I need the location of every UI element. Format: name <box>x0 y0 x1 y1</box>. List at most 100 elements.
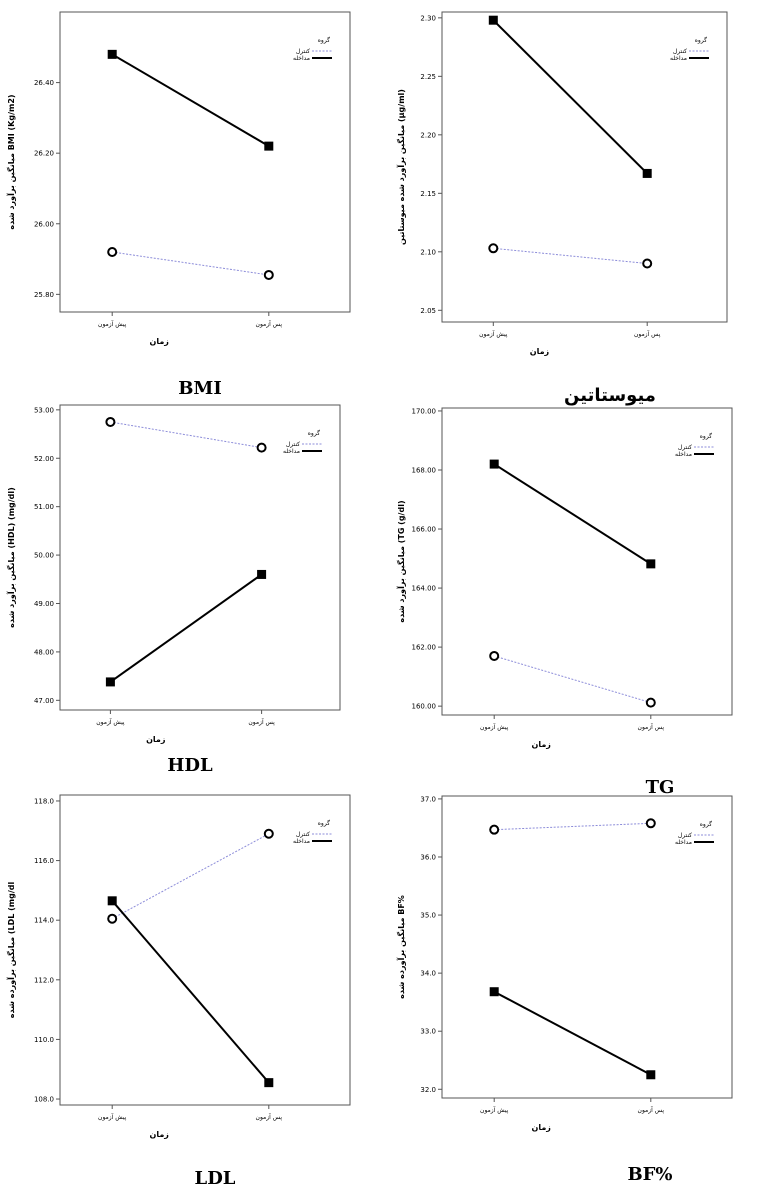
legend-label: مداخله <box>670 55 687 62</box>
y-tick-label: 32.0 <box>420 1086 436 1094</box>
data-point-intervention <box>107 896 117 906</box>
data-point-intervention <box>488 15 498 25</box>
data-point-control <box>645 697 656 708</box>
legend-label: کنترل <box>296 48 310 55</box>
chart-caption: BMI <box>178 378 222 399</box>
legend-label: مداخله <box>675 839 692 846</box>
plot-frame <box>441 407 733 716</box>
legend-label: مداخله <box>293 55 310 62</box>
legend-label: کنترل <box>296 831 310 838</box>
legend-title: گروه <box>318 36 330 44</box>
y-tick-label: 2.25 <box>420 73 436 81</box>
chart-panel-bf: 32.0 33.0 34.0 35.0 36.0 37.0 پیش آزمون پس آزمو… <box>390 790 776 1192</box>
y-tick-label: 110.0 <box>34 1036 54 1044</box>
chart-panel-bmi: 25.80 26.00 26.20 26.40 پیش آزمون پس آزمون زما… <box>0 0 385 400</box>
data-point-control <box>107 247 118 257</box>
x-axis-label: زمان <box>149 1130 169 1139</box>
series-line-control <box>494 655 651 704</box>
chart-bmi: 25.80 26.00 26.20 26.40 پیش آزمون پس آزمون زما… <box>6 11 351 346</box>
y-tick-label: 35.0 <box>420 912 436 920</box>
data-point-control <box>489 824 500 835</box>
data-point-control <box>645 818 656 829</box>
chart-caption: HDL <box>167 755 213 776</box>
data-point-intervention <box>107 49 117 59</box>
data-point-control <box>263 269 274 280</box>
data-point-control <box>263 828 274 839</box>
x-tick-label: پس آزمون <box>256 1112 283 1121</box>
series-line-intervention <box>493 463 652 565</box>
y-axis-label: میانگین برآورده شده (LDL (mg/dl <box>6 882 16 1019</box>
y-axis-label: میانگین برآورد شده میوستاتین (µg/ml) <box>396 89 406 245</box>
x-tick-label: پس آزمون <box>248 717 275 726</box>
y-tick-label: 33.0 <box>420 1028 436 1036</box>
y-tick-label: 160.00 <box>412 703 437 711</box>
x-tick-label: پس آزمون <box>638 722 665 731</box>
x-tick-label: پس آزمون <box>638 1105 665 1114</box>
y-tick-label: 53.00 <box>34 406 54 414</box>
data-point-control <box>489 650 500 661</box>
x-tick-label: پیش آزمون <box>480 722 509 731</box>
legend-label: مداخله <box>675 451 692 458</box>
y-tick-label: 50.00 <box>34 552 54 560</box>
data-point-control <box>105 416 116 427</box>
chart-bf: 32.0 33.0 34.0 35.0 36.0 37.0 پیش آزمون پس آزمو… <box>396 795 733 1132</box>
series-line-control <box>493 247 648 265</box>
y-tick-label: 2.15 <box>420 190 436 198</box>
y-tick-label: 118.0 <box>34 797 54 805</box>
x-tick-label: پیش آزمون <box>98 319 127 328</box>
legend-label: کنترل <box>678 444 692 451</box>
y-tick-label: 26.00 <box>34 220 54 228</box>
legend-title: گروه <box>308 429 320 437</box>
plot-frame <box>441 11 728 323</box>
y-tick-label: 108.0 <box>34 1096 54 1104</box>
x-tick-label: پس آزمون <box>634 329 661 338</box>
chart-panel-hdl: 47.00 48.00 49.00 50.00 51.00 52.00 53.00 پیش آ… <box>0 400 385 790</box>
y-axis-label: میانگین برآورد شده BMI (Kg/m2) <box>6 94 16 229</box>
chart-caption: LDL <box>194 1168 236 1189</box>
legend-label: کنترل <box>286 441 300 448</box>
y-tick-label: 164.00 <box>412 585 437 593</box>
y-tick-label: 170.00 <box>412 407 437 415</box>
y-tick-label: 116.0 <box>34 857 54 865</box>
y-axis-label: میانگین برآورد شده (TG (g/dl) <box>396 500 406 622</box>
y-tick-label: 47.00 <box>34 697 54 705</box>
y-tick-label: 36.0 <box>420 853 436 861</box>
y-tick-label: 51.00 <box>34 503 54 511</box>
chart-myostatin: 2.05 2.10 2.15 2.20 2.25 2.30 پیش آزمون پس آزمو… <box>396 11 728 356</box>
data-point-intervention <box>646 1070 656 1080</box>
x-tick-label: پیش آزمون <box>96 717 125 726</box>
x-axis-label: زمان <box>149 337 169 346</box>
y-tick-label: 26.20 <box>34 150 54 158</box>
data-point-intervention <box>489 987 499 997</box>
series-line-intervention <box>109 573 263 683</box>
y-tick-label: 114.0 <box>34 917 54 925</box>
y-tick-label: 48.00 <box>34 648 54 656</box>
data-point-intervention <box>257 569 267 579</box>
chart-caption: BF% <box>627 1164 673 1185</box>
chart-panel-ldl: 108.0 110.0 112.0 114.0 116.0 118.0 پیش آزمون پ… <box>0 790 385 1192</box>
series-line-intervention <box>111 53 270 147</box>
x-axis-label: زمان <box>531 740 551 749</box>
y-tick-label: 49.00 <box>34 600 54 608</box>
y-tick-label: 37.0 <box>420 795 436 803</box>
y-tick-label: 2.10 <box>420 248 436 256</box>
data-point-intervention <box>105 677 115 687</box>
x-axis-label: زمان <box>530 347 550 356</box>
chart-ldl: 108.0 110.0 112.0 114.0 116.0 118.0 پیش آزمون پ… <box>6 794 351 1139</box>
y-tick-label: 168.00 <box>412 466 437 474</box>
data-point-control <box>642 258 653 269</box>
data-point-intervention <box>264 141 274 151</box>
legend-label: کنترل <box>678 832 692 839</box>
plot-frame <box>59 11 351 313</box>
y-tick-label: 2.20 <box>420 131 436 139</box>
legend-title: گروه <box>700 432 712 440</box>
legend-label: کنترل <box>673 48 687 55</box>
y-tick-label: 2.30 <box>420 14 436 22</box>
series-line-control <box>494 822 651 831</box>
y-tick-label: 25.80 <box>34 291 54 299</box>
y-tick-label: 166.00 <box>412 526 437 534</box>
y-tick-label: 26.40 <box>34 79 54 87</box>
y-tick-label: 112.0 <box>34 976 54 984</box>
x-tick-label: پس آزمون <box>256 319 283 328</box>
plot-frame <box>59 404 341 711</box>
